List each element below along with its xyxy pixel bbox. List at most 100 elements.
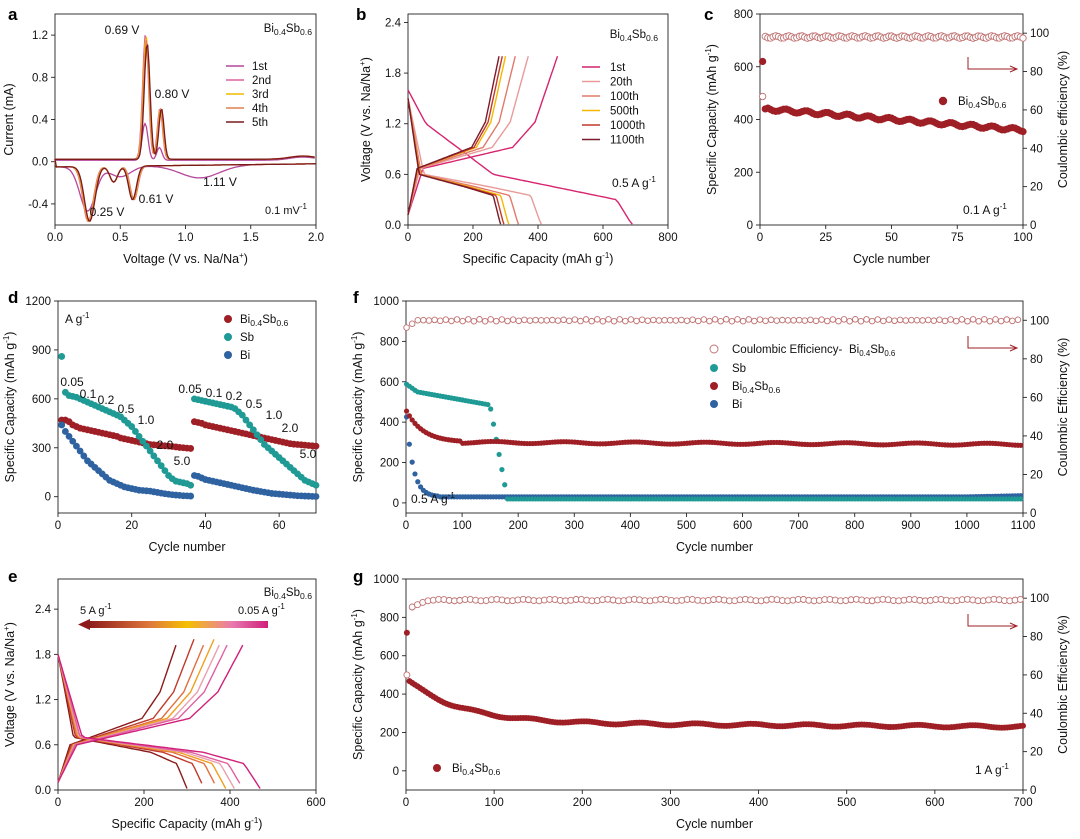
x-tick-label-f: 500 bbox=[677, 520, 696, 532]
x-tick-label-e: 0 bbox=[55, 797, 61, 809]
legend-label-b: 1st bbox=[610, 62, 626, 74]
plot-frame-g bbox=[405, 578, 1024, 791]
panel-label-a: a bbox=[8, 5, 18, 24]
rate-point-Bi bbox=[58, 421, 66, 429]
legend-label-d: Sb bbox=[240, 332, 254, 344]
rate-point-Bi bbox=[69, 437, 77, 445]
ce-point-f bbox=[818, 316, 825, 323]
panel-title-b: Bi0.4Sb0.6 bbox=[610, 29, 659, 43]
legend-marker-f bbox=[709, 344, 719, 354]
ce-point-f bbox=[616, 316, 623, 323]
rate-point-Sb bbox=[253, 431, 261, 439]
ce-point-f bbox=[846, 317, 853, 325]
y-tick-label-d: 600 bbox=[32, 394, 51, 406]
legend-marker-f bbox=[710, 382, 718, 390]
ce-point-f bbox=[465, 316, 472, 323]
rate-point-Bi bbox=[61, 428, 69, 435]
ce-point-f bbox=[717, 317, 724, 325]
ce-point-c bbox=[758, 92, 767, 101]
ce-point-f bbox=[498, 316, 506, 323]
y2-tick-label-f: 20 bbox=[1030, 469, 1043, 481]
ce-point-f bbox=[588, 317, 595, 325]
ce-point-f bbox=[526, 317, 534, 324]
rate-point-Sb bbox=[154, 457, 161, 465]
capacity-point-g bbox=[1020, 722, 1026, 729]
legend-marker-f bbox=[710, 400, 718, 408]
rate-point-Sb bbox=[143, 442, 150, 450]
panel-label-g: g bbox=[353, 567, 363, 586]
y-tick-label-b: 2.4 bbox=[385, 17, 402, 29]
y-tick-label-a: 0.8 bbox=[32, 72, 48, 84]
rate-point-Sb bbox=[132, 428, 139, 435]
y2-tick-label-c: 80 bbox=[1030, 67, 1043, 79]
legend-label-d: Bi0.4Sb0.6 bbox=[240, 314, 289, 328]
unit-label-d: A g-1 bbox=[65, 311, 90, 326]
axis-arrow-c bbox=[967, 57, 1016, 70]
ce-point-f bbox=[840, 316, 848, 323]
y-axis-label-d: Specific Capacity (mAh g-1) bbox=[2, 332, 17, 483]
x-tick-label-e: 400 bbox=[220, 797, 239, 809]
x-axis-label-e: Specific Capacity (mAh g-1) bbox=[112, 816, 263, 831]
x-tick-label-e: 600 bbox=[306, 797, 325, 809]
ce-point-f bbox=[431, 316, 438, 324]
panel-label-c: c bbox=[704, 5, 713, 24]
x-tick-label-a: 0.5 bbox=[112, 232, 128, 244]
x-axis-label-a: Voltage (V vs. Na/Na+) bbox=[123, 251, 248, 266]
rate-label-d: 5.0 bbox=[174, 454, 191, 468]
x-tick-label-f: 200 bbox=[509, 520, 528, 532]
ce-point-f bbox=[947, 316, 954, 323]
panel-label-f: f bbox=[353, 288, 359, 307]
y-tick-label-g: 600 bbox=[380, 651, 399, 663]
x-tick-label-d: 0 bbox=[55, 520, 61, 532]
rate-label-f: 0.5 A g-1 bbox=[411, 491, 455, 506]
y2-tick-label-c: 0 bbox=[1030, 220, 1036, 232]
ce-point-f bbox=[532, 316, 539, 324]
x-tick-label-b: 800 bbox=[658, 232, 677, 244]
y-axis-label-e: Voltage (V vs. Na/Na+) bbox=[2, 622, 17, 747]
ce-point-f bbox=[924, 316, 932, 324]
y2-tick-label-g: 100 bbox=[1030, 593, 1049, 605]
ce-point-f bbox=[930, 317, 938, 324]
ce-point-f bbox=[700, 316, 708, 323]
ce-point-f bbox=[812, 317, 820, 325]
panel-label-e: e bbox=[8, 567, 17, 586]
legend-label-a: 2nd bbox=[252, 75, 271, 87]
x-tick-label-g: 0 bbox=[403, 797, 409, 809]
discharge-curve-e bbox=[57, 654, 235, 789]
ce-point-f bbox=[666, 316, 674, 324]
ce-point-f bbox=[969, 316, 977, 323]
rate-label-a: 0.1 mV-1 bbox=[265, 202, 308, 217]
y-tick-label-g: 1000 bbox=[373, 574, 399, 586]
bisb-point-f bbox=[406, 413, 412, 419]
x-tick-label-d: 40 bbox=[199, 520, 212, 532]
x-tick-label-f: 100 bbox=[452, 520, 471, 532]
ce-point-f bbox=[599, 317, 607, 325]
x-tick-label-c: 100 bbox=[1013, 232, 1032, 244]
ce-point-f bbox=[857, 317, 865, 325]
ce-point-c bbox=[1019, 34, 1027, 42]
legend-marker-d bbox=[224, 351, 232, 359]
ce-point-f bbox=[807, 316, 814, 324]
sb-point-f bbox=[485, 401, 491, 408]
ce-point-f bbox=[470, 317, 478, 325]
x-tick-label-g: 200 bbox=[573, 797, 592, 809]
x-tick-label-f: 400 bbox=[621, 520, 640, 532]
y-tick-label-c: 800 bbox=[734, 9, 753, 21]
rate-point-Sb bbox=[312, 481, 320, 489]
x-axis-label-g: Cycle number bbox=[676, 817, 753, 831]
ce-point-f bbox=[638, 316, 646, 323]
ce-point-f bbox=[504, 317, 511, 325]
axis-arrow-f bbox=[967, 336, 1016, 349]
y2-tick-label-g: 60 bbox=[1030, 670, 1043, 682]
rate-point-Bi bbox=[73, 442, 80, 450]
discharge-curve-1st bbox=[407, 89, 633, 225]
ce-point-f bbox=[448, 317, 455, 325]
y2-axis-label-g: Coulombic Efficiency (%) bbox=[1056, 615, 1070, 754]
y2-axis-label-f: Coulombic Efficiency (%) bbox=[1056, 338, 1070, 477]
x-tick-label-b: 400 bbox=[528, 232, 547, 244]
legend-label-f-formula: Bi0.4Sb0.6 bbox=[849, 344, 896, 358]
bi-point-f bbox=[415, 479, 421, 485]
y2-tick-label-c: 40 bbox=[1030, 143, 1043, 155]
plot-frame-f bbox=[405, 300, 1024, 514]
y-tick-label-e: 1.8 bbox=[35, 649, 51, 661]
